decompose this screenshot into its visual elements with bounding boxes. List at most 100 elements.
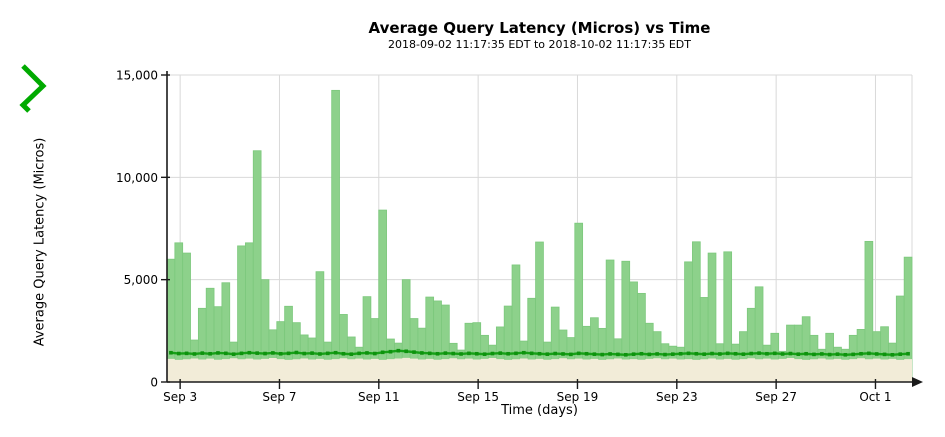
line-marker	[333, 350, 338, 355]
line-marker	[569, 352, 573, 357]
y-tick-label: 0	[150, 376, 158, 390]
bar	[252, 150, 262, 383]
line-marker	[671, 352, 675, 356]
line-marker	[718, 352, 722, 356]
line-marker	[263, 351, 267, 356]
line-marker	[239, 351, 244, 356]
y-tick-label: 10,000	[116, 171, 158, 185]
y-tick-label: 15,000	[116, 69, 158, 83]
line-marker	[231, 352, 236, 356]
line-marker	[561, 352, 565, 356]
line-marker	[545, 352, 550, 356]
line-marker	[757, 351, 761, 355]
line-marker	[639, 351, 644, 356]
line-marker	[882, 352, 887, 357]
line-marker	[616, 352, 620, 357]
line-marker	[224, 351, 228, 356]
line-marker	[906, 351, 910, 356]
line-marker	[459, 352, 463, 356]
line-marker	[859, 351, 863, 356]
line-marker	[208, 351, 212, 356]
line-marker	[867, 351, 871, 356]
line-marker	[506, 351, 510, 356]
line-marker	[373, 351, 377, 356]
line-marker	[278, 351, 283, 356]
line-marker	[725, 351, 730, 356]
line-marker	[435, 351, 440, 356]
y-tick-label: 5,000	[124, 273, 158, 287]
line-marker	[388, 349, 393, 354]
line-marker	[608, 352, 612, 356]
line-marker	[788, 351, 793, 356]
trend-line-icon	[19, 64, 47, 113]
line-marker	[474, 351, 479, 356]
line-marker	[325, 351, 330, 356]
x-tick-label: Sep 27	[755, 390, 797, 404]
line-marker	[529, 351, 534, 356]
line-marker	[482, 352, 487, 356]
line-marker	[396, 348, 401, 353]
line-marker	[663, 352, 667, 357]
x-tick-label: Sep 11	[358, 390, 400, 404]
line-marker	[247, 350, 252, 355]
line-marker	[216, 351, 220, 355]
line-marker	[780, 352, 785, 356]
line-marker	[843, 352, 848, 357]
line-marker	[827, 352, 832, 357]
line-marker	[812, 352, 816, 357]
line-marker	[702, 352, 706, 356]
x-tick-label: Sep 3	[163, 390, 197, 404]
line-marker	[631, 352, 636, 356]
x-tick-label: Sep 7	[262, 390, 296, 404]
line-marker	[286, 351, 291, 356]
line-marker	[655, 352, 659, 356]
x-axis-arrow	[912, 377, 923, 387]
line-marker	[765, 351, 769, 356]
line-marker	[710, 351, 714, 356]
line-marker	[678, 351, 683, 356]
line-marker	[467, 351, 471, 356]
line-marker	[890, 352, 895, 357]
line-marker	[733, 351, 738, 356]
line-marker	[443, 351, 448, 355]
line-marker	[341, 351, 346, 356]
line-marker	[514, 351, 518, 356]
chart-title: Average Query Latency (Micros) vs Time	[368, 19, 711, 37]
x-tick-label: Sep 15	[457, 390, 499, 404]
line-marker	[310, 351, 314, 355]
line-marker	[255, 351, 259, 355]
line-marker	[576, 351, 581, 356]
line-marker	[772, 351, 777, 356]
bar	[574, 222, 584, 383]
line-marker	[498, 351, 503, 355]
lower-band-area	[167, 357, 912, 382]
line-marker	[623, 352, 628, 357]
line-marker	[318, 352, 322, 356]
line-marker	[874, 352, 879, 356]
bar	[331, 89, 340, 383]
line-marker	[694, 351, 699, 356]
line-marker	[898, 352, 903, 356]
line-marker	[592, 352, 597, 356]
line-marker	[169, 350, 173, 355]
line-marker	[184, 351, 189, 356]
line-marker	[820, 352, 824, 356]
x-axis-label: Time (days)	[501, 403, 578, 418]
line-marker	[427, 351, 432, 356]
line-marker	[835, 352, 840, 356]
line-marker	[357, 351, 361, 356]
line-marker	[584, 351, 589, 356]
line-marker	[365, 351, 369, 355]
line-marker	[200, 351, 205, 355]
chart-subtitle: 2018-09-02 11:17:35 EDT to 2018-10-02 11…	[388, 38, 691, 51]
line-marker	[420, 351, 424, 355]
line-marker	[522, 350, 526, 355]
line-marker	[302, 351, 307, 356]
line-marker	[647, 352, 652, 357]
line-marker	[380, 350, 385, 355]
line-marker	[851, 352, 855, 357]
line-marker	[404, 349, 408, 354]
line-marker	[537, 351, 542, 356]
